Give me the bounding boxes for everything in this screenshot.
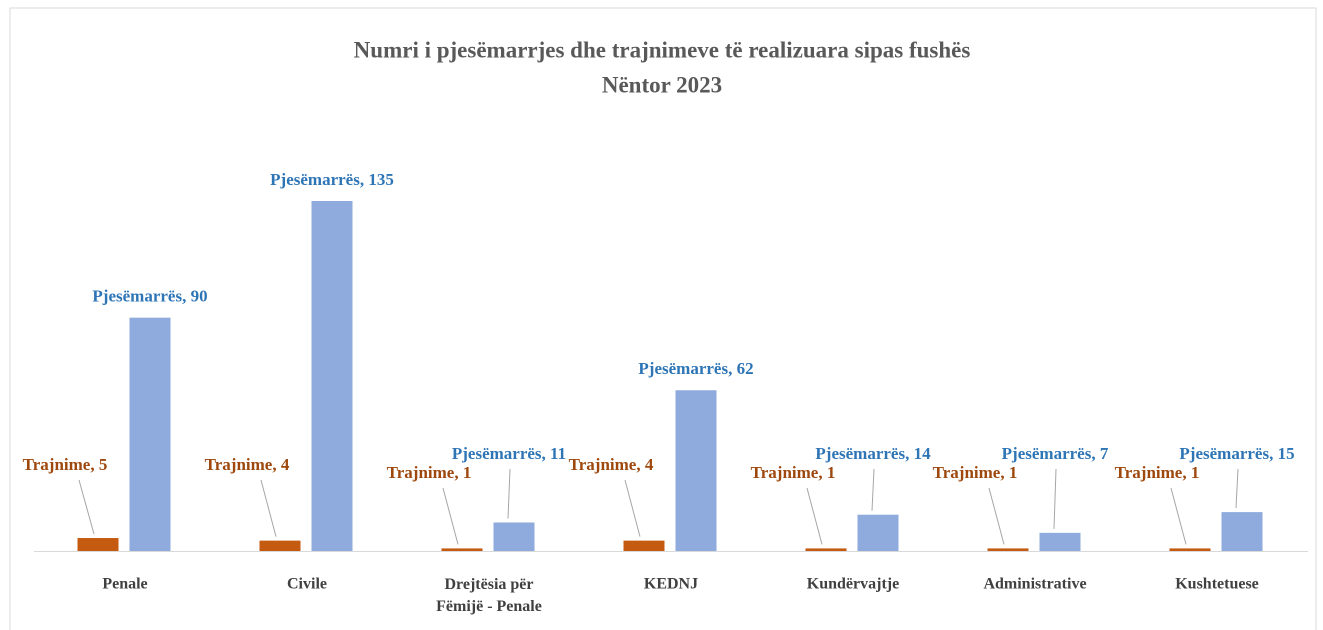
leader-line xyxy=(1170,487,1187,545)
leader-line xyxy=(78,479,95,535)
data-label: Pjesëmarrës, 62 xyxy=(638,359,753,378)
leader-line xyxy=(442,487,459,545)
data-label: Trajnime, 1 xyxy=(1115,463,1200,482)
bar xyxy=(805,548,847,551)
data-label: Trajnime, 1 xyxy=(933,463,1018,482)
leader-line xyxy=(806,487,823,545)
chart-subtitle: Nëntor 2023 xyxy=(602,72,722,97)
x-tick-label: Administrative xyxy=(983,576,1086,593)
x-tick-label: Drejtësia për Fëmijë - Penale xyxy=(436,576,542,615)
data-label: Trajnime, 1 xyxy=(387,463,472,482)
x-tick-label: Civile xyxy=(287,576,327,593)
chart-border xyxy=(9,7,1317,630)
data-label: Trajnime, 1 xyxy=(751,463,836,482)
data-label: Trajnime, 4 xyxy=(205,455,290,474)
bar xyxy=(623,540,665,551)
chart-title: Numri i pjesëmarrjes dhe trajnimeve të r… xyxy=(354,37,971,62)
data-label: Pjesëmarrës, 90 xyxy=(92,287,207,306)
leader-line xyxy=(260,479,277,537)
bar xyxy=(1039,532,1081,551)
data-label: Trajnime, 4 xyxy=(569,455,654,474)
leader-line xyxy=(988,487,1005,545)
x-tick-label: Kushtetuese xyxy=(1175,576,1259,593)
x-tick-label: KEDNJ xyxy=(644,576,698,593)
x-tick-label: Penale xyxy=(102,576,147,593)
data-label: Pjesëmarrës, 135 xyxy=(270,170,394,189)
leader-line xyxy=(624,479,641,537)
leader-line xyxy=(1053,468,1057,529)
data-label: Trajnime, 5 xyxy=(23,455,108,474)
bar xyxy=(77,538,119,551)
leader-line xyxy=(871,468,875,511)
bar xyxy=(675,390,717,551)
data-label: Pjesëmarrës, 14 xyxy=(815,444,931,463)
bar xyxy=(1169,548,1211,551)
x-tick-label-line: Drejtësia për xyxy=(445,576,534,593)
data-label: Pjesëmarrës, 7 xyxy=(1002,444,1109,463)
bar xyxy=(1221,512,1263,551)
bar xyxy=(987,548,1029,551)
bar xyxy=(259,540,301,551)
data-label: Pjesëmarrës, 15 xyxy=(1179,444,1294,463)
bar xyxy=(857,514,899,551)
bar xyxy=(129,317,171,551)
x-tick-label-line: Fëmijë - Penale xyxy=(436,598,542,615)
data-label: Pjesëmarrës, 11 xyxy=(452,444,566,463)
leader-line xyxy=(1235,468,1239,509)
bar xyxy=(441,548,483,551)
leader-line xyxy=(507,468,511,519)
bar xyxy=(311,201,353,551)
x-tick-label: Kundërvajtje xyxy=(807,576,899,593)
bar xyxy=(493,522,535,551)
